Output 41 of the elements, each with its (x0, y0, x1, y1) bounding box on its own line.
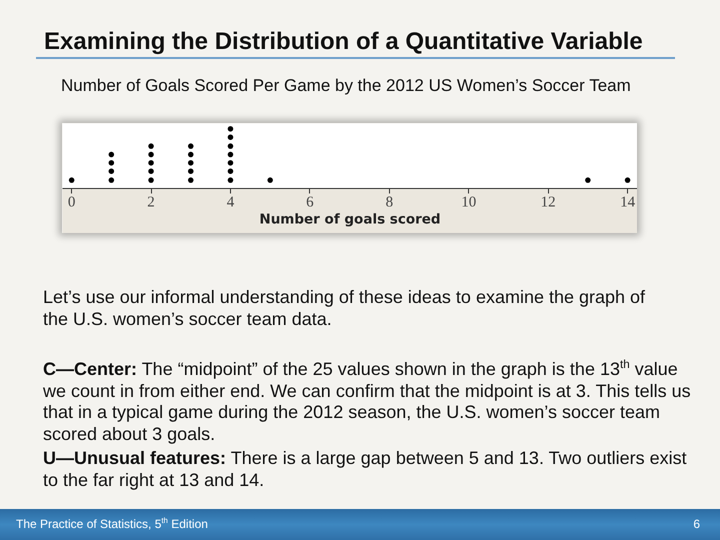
x-tick-label: 8 (386, 194, 394, 210)
x-tick-label: 4 (226, 194, 235, 210)
point (188, 143, 194, 149)
point (108, 177, 114, 183)
x-tick-label: 0 (68, 194, 76, 210)
point (148, 152, 154, 158)
x-tick-label: 2 (147, 194, 155, 210)
point (68, 177, 74, 183)
point (148, 160, 154, 166)
point (228, 168, 234, 174)
text: The Practice of Statistics, 5$^{th}$ Edition (16, 515, 208, 534)
point (108, 152, 114, 158)
point (148, 168, 154, 174)
chart-subtitle: Number of Goals Scored Per Game by the 2012 US Women’s Soccer Team (61, 76, 631, 96)
point (148, 177, 154, 183)
point (228, 160, 234, 166)
point (148, 143, 154, 149)
point (228, 152, 234, 158)
text: C—Center: The “midpoint” of the 25 values shown in the graph is the 13$^{th}$ value we count in from either end. We can confirm that the midpoint is at 3. This tells us that in a typical game during the 2012 season, the U.S. women’s soccer team scored about 3 goals. (43, 357, 692, 446)
x-tick-label: 6 (306, 194, 314, 210)
text: U—Unusual features: There is a large gap between 5 and 13. Two outliers exist to the far right at 13 and 14. (43, 448, 688, 492)
point (624, 177, 630, 183)
x-tick-label: 14 (620, 194, 636, 210)
point (267, 177, 273, 183)
text: 6 (693, 516, 700, 533)
point (108, 160, 114, 166)
x-tick-label: 12 (540, 194, 556, 210)
chart-title: Examining the Distribution of a Quantitative Variable (36, 28, 675, 59)
point (228, 177, 234, 183)
point (228, 126, 234, 132)
text: Let’s use our informal understanding of these ideas to examine the graph of the U.S. women’s soccer team data. (43, 287, 646, 330)
point (228, 134, 234, 140)
point (188, 152, 194, 158)
x-axis-title: Number of goals scored (259, 212, 441, 228)
point (228, 143, 234, 149)
point (585, 177, 591, 183)
point (188, 177, 194, 183)
x-tick-label: 10 (461, 194, 476, 210)
point (188, 168, 194, 174)
point (188, 160, 194, 166)
point (108, 168, 114, 174)
